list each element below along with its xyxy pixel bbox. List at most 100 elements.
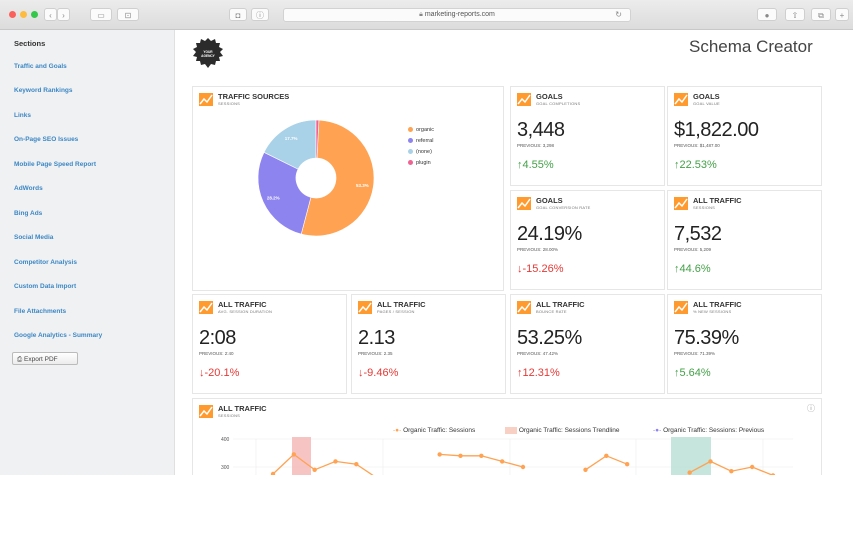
- metric-card: GOALS GOAL VALUE $1,822.00 PREVIOUS: $1,487…: [667, 86, 822, 186]
- metric-change: ↓-9.46%: [358, 367, 398, 379]
- legend-item-referral[interactable]: referral: [408, 138, 433, 144]
- chevron-right-icon: ›: [62, 11, 65, 20]
- data-point[interactable]: [479, 453, 484, 458]
- pie-slice-none[interactable]: [263, 119, 317, 170]
- pie-slice-plugin[interactable]: [315, 119, 320, 159]
- data-point[interactable]: [499, 459, 505, 464]
- data-point[interactable]: [354, 462, 359, 467]
- metric-previous: PREVIOUS: 47.42%: [517, 351, 559, 356]
- minimize-window-button[interactable]: [20, 11, 27, 18]
- tabs-icon: ⊡: [124, 11, 132, 20]
- series-line-sessions: [272, 453, 374, 475]
- metric-value: 7,532: [674, 223, 722, 245]
- metric-previous: PREVIOUS: 28.00%: [517, 247, 559, 252]
- forward-button[interactable]: ›: [57, 8, 70, 21]
- legend-item-sessions[interactable]: -●- Organic Traffic: Sessions: [393, 427, 475, 434]
- card-title: GOALS: [536, 196, 563, 205]
- extension-button[interactable]: ●: [757, 8, 777, 21]
- sidebar-item-social-media[interactable]: Social Media: [14, 234, 54, 241]
- share-icon: ⇧: [791, 11, 799, 20]
- data-point[interactable]: [604, 453, 609, 458]
- metric-value: 2:08: [199, 327, 236, 349]
- sidebar-item-mobile-page-speed[interactable]: Mobile Page Speed Report: [14, 161, 96, 168]
- pie-slice-referral[interactable]: [257, 151, 312, 235]
- sidebar-item-google-analytics-summary[interactable]: Google Analytics - Summary: [14, 332, 103, 339]
- arrow-up-icon: ↑: [517, 367, 523, 379]
- data-point[interactable]: [437, 452, 442, 457]
- pie-slice-label: 28.2%: [267, 195, 280, 200]
- metric-change-value: -15.26%: [522, 263, 564, 275]
- sidebar-item-adwords[interactable]: AdWords: [14, 185, 43, 192]
- new-tab-button[interactable]: +: [835, 8, 849, 21]
- tabs-button[interactable]: ⧉: [811, 8, 831, 21]
- data-point[interactable]: [270, 471, 276, 475]
- reload-icon[interactable]: ↻: [615, 10, 622, 19]
- arrow-down-icon: ↓: [199, 367, 205, 379]
- card-subtitle: AVG. SESSION DURATION: [218, 309, 273, 314]
- data-point[interactable]: [520, 464, 526, 470]
- shield-icon: ◘: [235, 11, 241, 20]
- metric-value: 3,448: [517, 119, 565, 141]
- area-swatch-icon: [505, 427, 517, 434]
- metric-change-value: 12.31%: [522, 367, 560, 379]
- y-tick-label: 300: [221, 465, 230, 471]
- data-point[interactable]: [291, 452, 297, 457]
- card-subtitle: GOAL CONVERSION RATE: [536, 205, 591, 210]
- sidebar-item-on-page-seo[interactable]: On-Page SEO Issues: [14, 136, 79, 143]
- chart-icon: [358, 301, 372, 314]
- chart-icon: [199, 405, 213, 418]
- info-icon[interactable]: ⓘ: [807, 404, 815, 413]
- share-button[interactable]: ⇧: [785, 8, 805, 21]
- close-window-button[interactable]: [9, 11, 16, 18]
- pie-slice-organic[interactable]: [300, 119, 375, 237]
- data-point[interactable]: [708, 459, 713, 464]
- metric-previous: PREVIOUS: 2:40: [199, 351, 234, 356]
- legend-label: organic: [416, 127, 435, 133]
- legend-item-plugin[interactable]: plugin: [408, 160, 431, 166]
- sidebar-item-competitor-analysis[interactable]: Competitor Analysis: [14, 259, 77, 266]
- arrow-down-icon: ↓: [517, 263, 523, 275]
- sidebar-title: Sections: [14, 39, 46, 48]
- chart-icon: [199, 93, 213, 106]
- tab-overview-button[interactable]: ⊡: [117, 8, 139, 21]
- agency-logo: YOUR AGENCY: [193, 38, 223, 68]
- data-point[interactable]: [749, 464, 755, 470]
- data-point[interactable]: [770, 473, 776, 475]
- logo-text-agency: AGENCY: [201, 54, 216, 58]
- sidebar-toggle-button[interactable]: ▭: [90, 8, 112, 21]
- data-point[interactable]: [687, 470, 692, 475]
- line-marker-icon: -●-: [653, 427, 662, 434]
- chevron-left-icon: ‹: [49, 11, 52, 20]
- legend-item-previous[interactable]: -●- Organic Traffic: Sessions: Previous: [653, 427, 764, 434]
- legend-item-trendline[interactable]: Organic Traffic: Sessions Trendline: [505, 427, 620, 434]
- back-button[interactable]: ‹: [44, 8, 57, 21]
- sidebar-item-keyword-rankings[interactable]: Keyword Rankings: [14, 87, 73, 94]
- address-bar[interactable]: 🔒︎ marketing-reports.com ↻: [283, 8, 631, 22]
- data-point[interactable]: [624, 462, 630, 467]
- sidebar-item-file-attachments[interactable]: File Attachments: [14, 308, 67, 315]
- card-title: ALL TRAFFIC: [218, 404, 267, 413]
- legend-item-organic[interactable]: organic: [408, 127, 434, 133]
- pie-slice-label: 17.7%: [285, 136, 298, 141]
- reader-button[interactable]: ⓘ: [251, 8, 269, 21]
- data-point[interactable]: [729, 469, 734, 474]
- privacy-button[interactable]: ◘: [229, 8, 247, 21]
- data-point[interactable]: [312, 467, 317, 472]
- legend-item-none[interactable]: (none): [408, 149, 432, 155]
- arrow-up-icon: ↑: [517, 159, 523, 171]
- data-point[interactable]: [458, 453, 463, 458]
- data-point[interactable]: [333, 459, 338, 464]
- sidebar-item-links[interactable]: Links: [14, 112, 31, 119]
- zoom-window-button[interactable]: [31, 11, 38, 18]
- export-pdf-button[interactable]: ⎙ Export PDF: [12, 352, 78, 365]
- sidebar-item-traffic-and-goals[interactable]: Traffic and Goals: [14, 63, 67, 70]
- metric-change-value: 44.6%: [679, 263, 711, 275]
- metric-card: ALL TRAFFIC% NEW SESSIONS 75.39% PREVIOUS:…: [667, 294, 822, 394]
- metric-change: ↑5.64%: [674, 367, 711, 379]
- metric-change-value: -20.1%: [204, 367, 240, 379]
- sidebar-item-bing-ads[interactable]: Bing Ads: [14, 210, 43, 217]
- metric-value: 24.19%: [517, 223, 582, 245]
- sidebar-item-custom-data-import[interactable]: Custom Data Import: [14, 283, 77, 290]
- data-point[interactable]: [583, 467, 588, 472]
- chart-icon: [199, 301, 213, 314]
